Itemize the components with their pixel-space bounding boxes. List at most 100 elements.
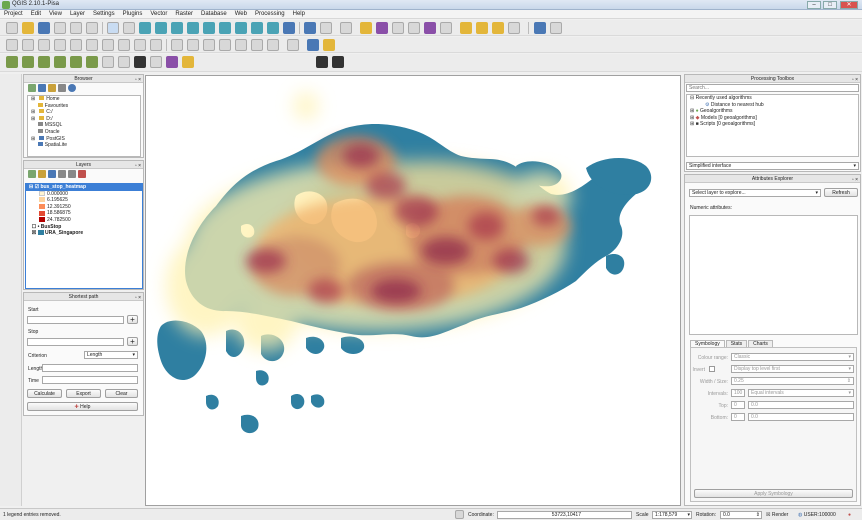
processing-item[interactable]: ⊟ Recently used algorithms	[690, 95, 752, 101]
zoom-out-icon[interactable]	[171, 22, 183, 34]
layer-tool2-icon[interactable]	[118, 56, 130, 68]
action-icon[interactable]	[320, 22, 332, 34]
qr-tool2-icon[interactable]	[332, 56, 344, 68]
label-show-hide-icon[interactable]	[251, 39, 263, 51]
refresh-icon[interactable]	[283, 22, 295, 34]
pick-stop-button[interactable]: +	[127, 337, 138, 346]
statistics-sigma-icon[interactable]	[424, 22, 436, 34]
save-edits-icon[interactable]	[38, 39, 50, 51]
node-tool-icon[interactable]	[86, 39, 98, 51]
menu-edit[interactable]: Edit	[30, 11, 42, 17]
browser-item[interactable]: MSSQL	[28, 122, 140, 129]
zoom-last-icon[interactable]	[251, 22, 263, 34]
raster-stretch2-icon[interactable]	[54, 56, 66, 68]
stop-input[interactable]	[27, 338, 124, 346]
remove-layer-icon[interactable]	[78, 170, 86, 178]
tab-stats[interactable]: Stats	[725, 340, 748, 347]
add-virtual-icon[interactable]	[5, 240, 17, 252]
zoom-selection-icon[interactable]	[219, 22, 231, 34]
processing-item[interactable]: ⊞ ◆ Models [0 geoalgorithms]	[690, 114, 757, 121]
menu-view[interactable]: View	[49, 11, 62, 17]
zoom-next-icon[interactable]	[267, 22, 279, 34]
processing-search-input[interactable]	[686, 84, 859, 92]
add-feature-icon[interactable]	[54, 39, 66, 51]
open-project-icon[interactable]	[22, 22, 34, 34]
start-input[interactable]	[27, 316, 124, 324]
top-spin[interactable]: 0	[731, 401, 745, 409]
map-tips-icon[interactable]	[460, 22, 472, 34]
plugin-tool-icon[interactable]	[323, 39, 335, 51]
bottom-value[interactable]: 0.0	[748, 413, 854, 421]
add-group-icon[interactable]	[38, 170, 46, 178]
raster-decrease-icon[interactable]	[86, 56, 98, 68]
apply-symbology-button[interactable]: Apply Symbology	[694, 489, 853, 498]
clear-button[interactable]: Clear	[105, 389, 138, 398]
measure-icon[interactable]	[440, 22, 452, 34]
export-button[interactable]: Export	[66, 389, 101, 398]
pin-tool-icon[interactable]	[182, 56, 194, 68]
text-annotation-icon[interactable]	[508, 22, 520, 34]
coord-tool-icon[interactable]	[5, 336, 17, 348]
attribute-table-icon[interactable]	[392, 22, 404, 34]
processing-item[interactable]: ⚙ Distance to nearest hub	[705, 101, 764, 108]
copy-features-icon[interactable]	[134, 39, 146, 51]
zoom-native-icon[interactable]	[187, 22, 199, 34]
crs-icon[interactable]	[287, 39, 299, 51]
expression-select-icon[interactable]	[376, 22, 388, 34]
browser-item[interactable]: Oracle	[28, 128, 140, 136]
new-gpx-icon[interactable]	[5, 288, 17, 300]
add-wfs-icon[interactable]	[5, 208, 17, 220]
filter-legend-icon[interactable]	[48, 170, 56, 178]
qr-tool-icon[interactable]	[316, 56, 328, 68]
label-move-icon[interactable]	[203, 39, 215, 51]
collapse-all-icon[interactable]	[68, 170, 76, 178]
menu-help[interactable]: Help	[292, 11, 305, 17]
show-bookmarks-icon[interactable]	[492, 22, 504, 34]
add-delimited-text-icon[interactable]	[5, 224, 17, 236]
menu-settings[interactable]: Settings	[92, 11, 115, 17]
menu-raster[interactable]: Raster	[175, 11, 194, 17]
add-mssql-icon[interactable]	[5, 144, 17, 156]
cut-features-icon[interactable]	[118, 39, 130, 51]
label-change-icon[interactable]	[235, 39, 247, 51]
help-button[interactable]: ✚ Help	[27, 402, 138, 411]
top-value[interactable]: 0.0	[748, 401, 854, 409]
menu-vector[interactable]: Vector	[150, 11, 168, 17]
python-plugin-icon[interactable]	[307, 39, 319, 51]
label-pin-icon[interactable]	[171, 39, 183, 51]
expand-all-icon[interactable]	[58, 170, 66, 178]
layer-busstop[interactable]: ☐ • BusStop	[29, 223, 62, 230]
tab-charts[interactable]: Charts	[748, 340, 773, 347]
map-canvas[interactable]	[145, 75, 681, 506]
numeric-attributes-list[interactable]	[689, 215, 858, 335]
save-as-icon[interactable]	[54, 22, 66, 34]
zoom-in-icon[interactable]	[155, 22, 167, 34]
raster-stretch-icon[interactable]	[38, 56, 50, 68]
add-wcs-icon[interactable]	[5, 192, 17, 204]
browser-item[interactable]: Favourites	[28, 102, 140, 110]
measure-tool-icon[interactable]	[166, 56, 178, 68]
menu-plugins[interactable]: Plugins	[122, 11, 143, 17]
grid-tool-icon[interactable]	[134, 56, 146, 68]
pan-to-selection-icon[interactable]	[139, 22, 151, 34]
criterion-select[interactable]: Length ▾	[84, 351, 138, 359]
composer-manager-icon[interactable]	[86, 22, 98, 34]
route-tool-icon[interactable]	[5, 320, 17, 332]
coordinate-field[interactable]: 53723,10417	[497, 511, 632, 519]
new-spatialite-icon[interactable]	[5, 272, 17, 284]
select-features-icon[interactable]	[340, 22, 352, 34]
zoom-full-icon[interactable]	[203, 22, 215, 34]
colour-range-select[interactable]: Classic ▾	[731, 353, 854, 361]
info-icon[interactable]	[68, 84, 76, 92]
raster-stats-icon[interactable]	[22, 56, 34, 68]
menu-project[interactable]: Project	[4, 11, 23, 17]
deselect-icon[interactable]	[360, 22, 372, 34]
menu-web[interactable]: Web	[234, 11, 247, 17]
tab-symbology[interactable]: Symbology	[690, 340, 725, 347]
menu-processing[interactable]: Processing	[254, 11, 285, 17]
new-project-icon[interactable]	[6, 22, 18, 34]
add-oracle-icon[interactable]	[5, 160, 17, 172]
layer-heatmap[interactable]: ⊟ ☑ bus_stop_heatmap	[26, 184, 142, 191]
browser-item[interactable]: ⊞ Home	[31, 96, 60, 102]
invert-checkbox[interactable]	[709, 366, 715, 372]
